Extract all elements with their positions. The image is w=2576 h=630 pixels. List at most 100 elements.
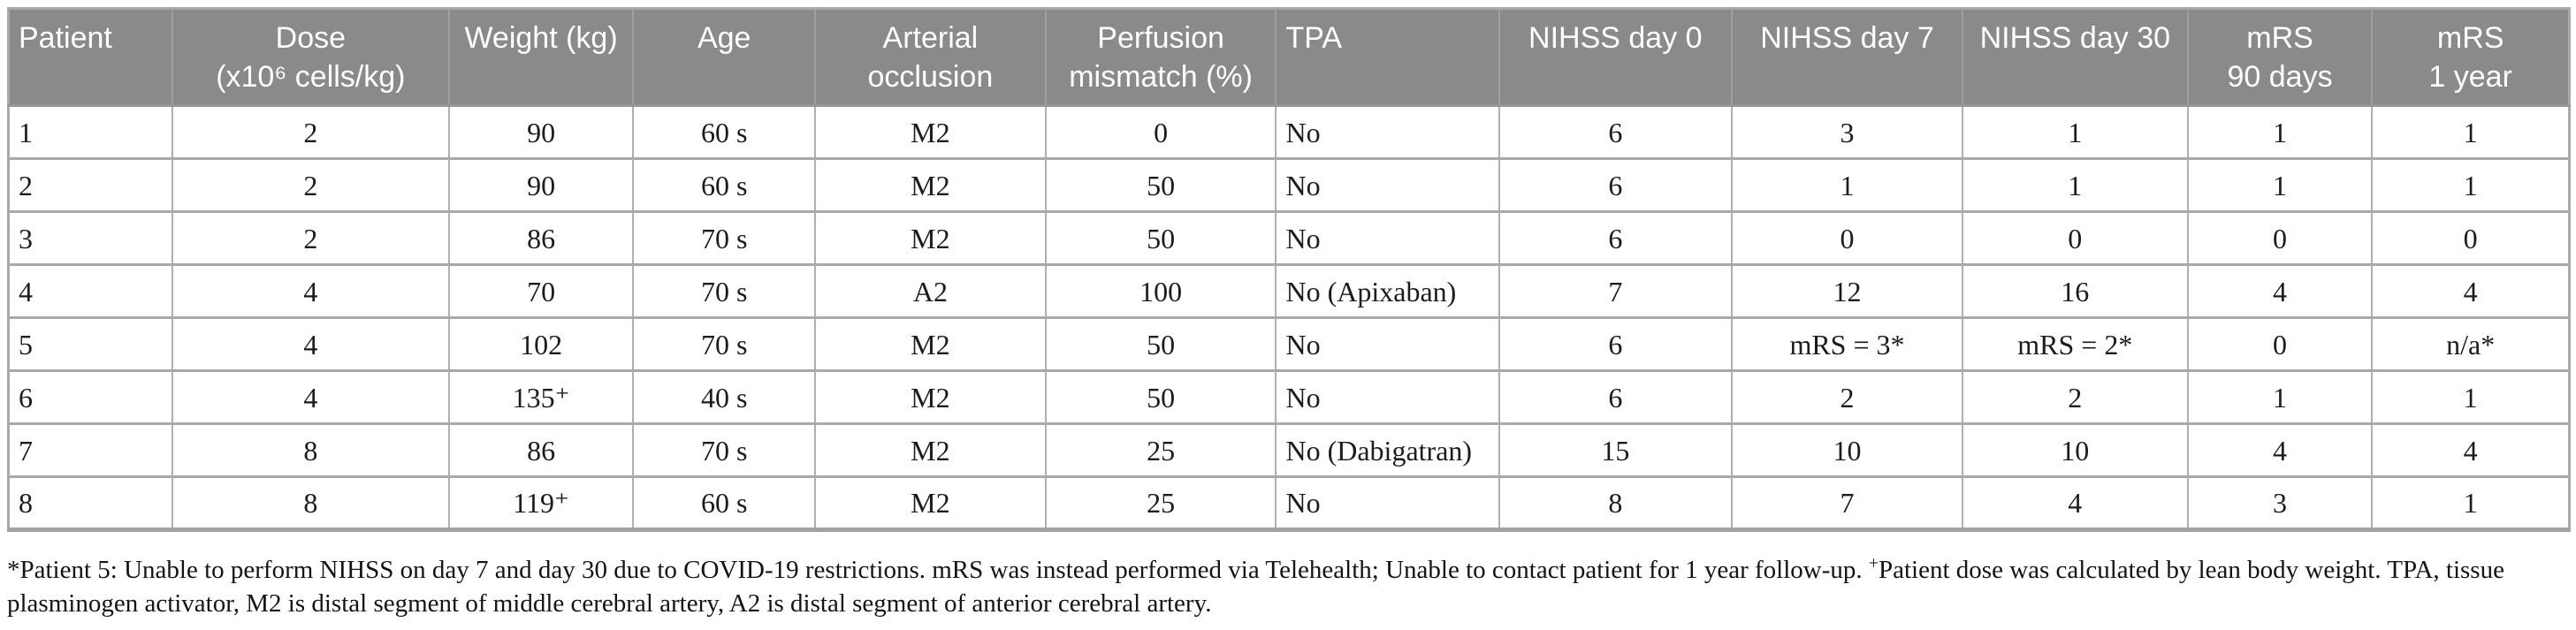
table-cell: 2 — [1731, 369, 1963, 425]
table-cell: 0 — [2186, 316, 2374, 372]
table-cell: M2 — [814, 475, 1047, 531]
table-cell: 4 — [2371, 263, 2571, 319]
table-cell: 70 — [447, 263, 635, 319]
table-cell: 0 — [1731, 210, 1963, 266]
table-cell: 6 — [1498, 316, 1734, 372]
table-cell: 4 — [7, 263, 173, 319]
table-cell: M2 — [814, 210, 1047, 266]
table-cell: 102 — [447, 316, 635, 372]
table-row: 1 2 90 60 s M2 0 No 6 3 1 1 1 — [7, 104, 2571, 160]
table-cell: 4 — [171, 369, 450, 425]
table-cell: 7 — [1731, 475, 1963, 531]
table-cell: A2 — [814, 263, 1047, 319]
table-cell: 4 — [171, 316, 450, 372]
table-cell: 3 — [7, 210, 173, 266]
table-cell: 50 — [1044, 316, 1277, 372]
table-cell: 60 s — [632, 104, 817, 160]
table-cell: 1 — [1961, 104, 2189, 160]
table-row: 6 4 135⁺ 40 s M2 50 No 6 2 2 1 1 — [7, 369, 2571, 425]
table-cell: 15 — [1498, 422, 1734, 478]
column-header-8: NIHSS day 0 — [1498, 7, 1734, 107]
table-cell: 3 — [2186, 475, 2374, 531]
table-cell: 8 — [7, 475, 173, 531]
table-cell: No — [1275, 369, 1500, 425]
table-cell: 8 — [1498, 475, 1734, 531]
table-cell: 5 — [7, 316, 173, 372]
table-cell: 86 — [447, 422, 635, 478]
table-cell: 7 — [7, 422, 173, 478]
table-cell: 50 — [1044, 210, 1277, 266]
patient-data-table: Patient Dose (x10⁶ cells/kg) Weight (kg) Ag… — [7, 7, 2571, 532]
table-cell: 1 — [2186, 157, 2374, 213]
column-header-6: Perfusion mismatch (%) — [1044, 7, 1277, 107]
table-cell: M2 — [814, 316, 1047, 372]
column-header-1: Patient — [7, 7, 173, 107]
table-cell: 4 — [171, 263, 450, 319]
table-cell: 40 s — [632, 369, 817, 425]
table-cell: 0 — [2371, 210, 2571, 266]
table-cell: 0 — [2186, 210, 2374, 266]
column-header-3: Weight (kg) — [447, 7, 635, 107]
table-header-row: Patient Dose (x10⁶ cells/kg) Weight (kg) Ag… — [7, 7, 2571, 107]
column-header-10: NIHSS day 30 — [1961, 7, 2189, 107]
table-cell: 4 — [2371, 422, 2571, 478]
table-cell: 119⁺ — [447, 475, 635, 531]
table-cell: 2 — [1961, 369, 2189, 425]
table-cell: No — [1275, 157, 1500, 213]
table-cell: M2 — [814, 104, 1047, 160]
table-cell: 1 — [2371, 157, 2571, 213]
table-cell: 1 — [2371, 369, 2571, 425]
table-cell: 90 — [447, 104, 635, 160]
table-cell: 100 — [1044, 263, 1277, 319]
table-cell: No — [1275, 475, 1500, 531]
table-cell: 3 — [1731, 104, 1963, 160]
table-cell: 2 — [171, 157, 450, 213]
table-cell: No — [1275, 316, 1500, 372]
table-cell: No (Dabigatran) — [1275, 422, 1500, 478]
table-cell: 4 — [2186, 263, 2374, 319]
table-cell: 6 — [7, 369, 173, 425]
table-cell: M2 — [814, 157, 1047, 213]
column-header-4: Age — [632, 7, 817, 107]
table-cell: 2 — [7, 157, 173, 213]
table-cell: 7 — [1498, 263, 1734, 319]
table-cell: 10 — [1961, 422, 2189, 478]
table-cell: 6 — [1498, 210, 1734, 266]
column-header-7: TPA — [1275, 7, 1500, 107]
table-cell: 16 — [1961, 263, 2189, 319]
table-cell: mRS = 3* — [1731, 316, 1963, 372]
table-cell: M2 — [814, 422, 1047, 478]
table-cell: 60 s — [632, 475, 817, 531]
column-header-5: Arterial occlusion — [814, 7, 1047, 107]
table-footnote: *Patient 5: Unable to perform NIHSS on d… — [7, 553, 2569, 620]
table-cell: 70 s — [632, 316, 817, 372]
column-header-9: NIHSS day 7 — [1731, 7, 1963, 107]
table-row: 3 2 86 70 s M2 50 No 6 0 0 0 0 — [7, 210, 2571, 266]
table-cell: 6 — [1498, 369, 1734, 425]
table-cell: 90 — [447, 157, 635, 213]
table-cell: 6 — [1498, 157, 1734, 213]
table-cell: 2 — [171, 104, 450, 160]
table-row: 8 8 119⁺ 60 s M2 25 No 8 7 4 3 1 — [7, 475, 2571, 531]
footnote-plus-superscript: + — [1868, 553, 1879, 573]
table-cell: 6 — [1498, 104, 1734, 160]
table-cell: 0 — [1961, 210, 2189, 266]
footnote-text-part2: Patient dose was calculated by lean body… — [7, 556, 2504, 618]
table-cell: mRS = 2* — [1961, 316, 2189, 372]
table-cell: n/a* — [2371, 316, 2571, 372]
table-cell: 135⁺ — [447, 369, 635, 425]
table-cell: 1 — [2186, 369, 2374, 425]
table-row: 2 2 90 60 s M2 50 No 6 1 1 1 1 — [7, 157, 2571, 213]
table-cell: 50 — [1044, 369, 1277, 425]
table-row: 7 8 86 70 s M2 25 No (Dabigatran) 15 10 10 4 4 — [7, 422, 2571, 478]
table-cell: No — [1275, 210, 1500, 266]
table-cell: 1 — [2186, 104, 2374, 160]
table-cell: 25 — [1044, 475, 1277, 531]
table-cell: 1 — [1731, 157, 1963, 213]
table-cell: 2 — [171, 210, 450, 266]
table-cell: M2 — [814, 369, 1047, 425]
table-cell: 1 — [2371, 104, 2571, 160]
table-cell: 4 — [1961, 475, 2189, 531]
table-cell: 86 — [447, 210, 635, 266]
